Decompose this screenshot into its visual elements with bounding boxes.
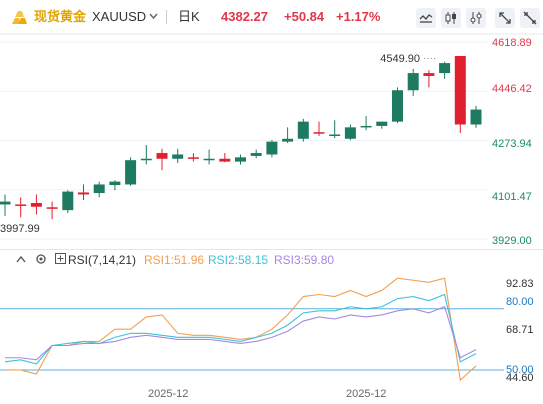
wave-chart-icon [419,14,433,23]
rsi-indicator-name[interactable]: RSI(7,14,21) [68,253,137,267]
rsi-axis-label: 92.83 [506,278,534,290]
candle-body [235,157,246,162]
rsi-axis-label: 80.00 [506,296,534,308]
candle-body [454,55,466,125]
candle-body [30,203,42,207]
candle-body [423,73,435,76]
date-axis: 2025-12 2025-12 [148,388,386,400]
sliders-icon [470,12,482,24]
price-gridlines [0,41,488,240]
chart-header: 现货黄金 XAUUSD 日K 4382.27 +50.84 +1.17% [0,0,543,34]
candle-body [250,153,262,156]
candle-body [46,207,58,209]
price-change: +50.84 [284,9,325,24]
price-axis-label: 4618.89 [492,37,532,49]
candle-body [360,125,372,128]
candle-body [344,127,356,139]
expand-icon [499,12,511,24]
candle-body [172,154,184,159]
candle-body [470,109,482,125]
gold-bars-icon [12,11,27,24]
candle-body [392,90,403,122]
instrument-name: 现货黄金 [34,9,87,24]
rsi-line-rsi2 [4,293,477,365]
rsi-line-rsi3 [5,306,477,361]
rsi-series [4,277,477,382]
candle-body [329,134,341,136]
date-tick-label: 2025-12 [148,388,188,400]
rsi2-value: RSI2:58.15 [208,253,269,267]
high-annotation-dots: ···· [423,53,436,64]
rsi1-value: RSI1:51.96 [144,253,205,267]
candle-body [266,141,278,155]
gear-icon[interactable] [35,253,47,265]
price-change-percent: +1.17% [336,9,381,24]
instrument-symbol[interactable]: XAUUSD [92,9,147,24]
high-annotation: 4549.90 [380,53,420,65]
rsi-axis-label: 44.60 [506,372,534,384]
chevron-up-icon[interactable] [16,255,26,263]
collapse-button[interactable] [520,8,540,28]
price-axis-label: 4101.47 [492,191,532,203]
rsi-level-lines [0,308,504,371]
rsi-axis-label: 50.00 [506,364,534,376]
candle-body [109,181,121,186]
candle-body [93,184,105,194]
candle-body [219,158,231,162]
timeframe-label[interactable]: 日K [178,9,200,24]
add-indicator-icon[interactable] [55,253,66,264]
candle-body [125,160,137,185]
candle-body [407,73,419,91]
low-annotation: 3997.99 [0,223,40,235]
candles [0,55,482,220]
date-tick-label: 2025-12 [346,388,386,400]
rsi-axis-label: 68.71 [506,324,534,336]
price-axis: 4618.89 4446.42 4273.94 4101.47 3929.00 [492,37,532,247]
indicator-button[interactable] [416,8,436,28]
rsi-axis: 92.83 80.00 68.71 50.00 44.60 [506,278,534,384]
collapse-icon [523,11,537,25]
candle-body [78,192,89,195]
candle-body [140,158,152,161]
candle-body [439,63,451,74]
rsi-line-rsi1 [5,277,477,382]
candle-body [15,204,27,206]
chevron-down-icon[interactable] [149,13,158,20]
expand-button[interactable] [495,8,515,28]
price-axis-label: 3929.00 [492,235,532,247]
candle-style-button[interactable] [441,8,461,28]
candle-body [0,201,11,205]
settings-button[interactable] [466,8,486,28]
candle-body [203,158,215,161]
candle-body [313,132,325,134]
candle-body [62,191,74,211]
divider [166,10,167,24]
last-price: 4382.27 [221,9,268,24]
candle-body [282,138,294,142]
rsi-header: RSI(7,14,21) RSI1:51.96 RSI2:58.15 RSI3:… [0,250,543,270]
candle-body [156,153,168,159]
price-axis-label: 4446.42 [492,83,532,95]
candlestick-chart[interactable]: 4549.90 ···· 3997.99 4618.89 4446.42 427… [0,0,543,250]
price-axis-label: 4273.94 [492,138,532,150]
candle-body [376,121,388,126]
rsi3-value: RSI3:59.80 [274,253,335,267]
candlestick-icon [445,12,456,24]
candle-body [187,157,199,159]
candle-body [297,121,309,139]
